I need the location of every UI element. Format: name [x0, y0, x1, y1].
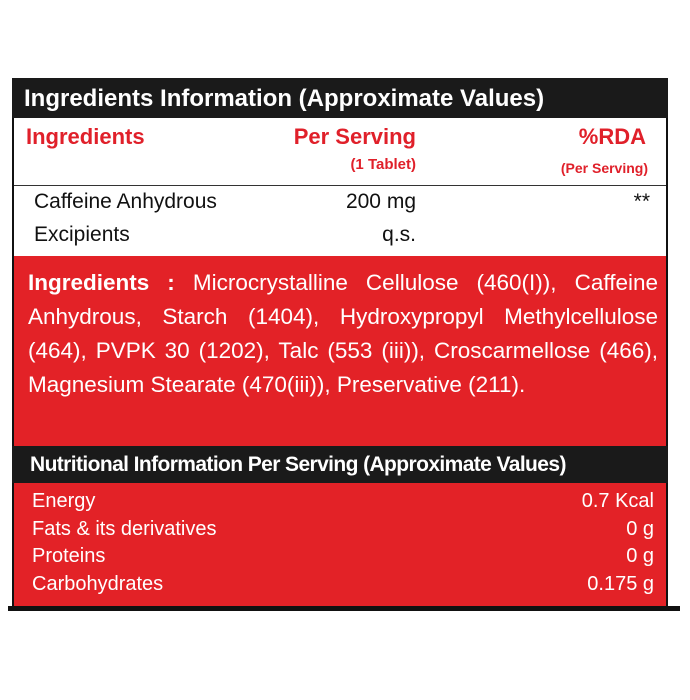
nutrient-value: 0 g — [626, 517, 654, 540]
nutrient-name: Carbohydrates — [32, 572, 164, 595]
ingredient-name: Excipients — [34, 223, 130, 246]
ingredient-amount: q.s. — [382, 223, 416, 246]
column-note: (1 Tablet) — [350, 156, 416, 173]
nutrient-name: Energy — [32, 490, 96, 512]
nutrient-name: Proteins — [32, 545, 106, 567]
ingredient-name: Caffeine Anhydrous — [34, 190, 217, 213]
divider — [14, 185, 666, 186]
ingredients-table — [14, 118, 666, 256]
ingredients-label: Ingredients : — [28, 270, 175, 295]
bottom-rule — [8, 606, 680, 611]
ingredients-panel — [14, 256, 666, 446]
nutrient-value: 0 g — [626, 545, 654, 567]
ingredients-list: Ingredients : Microcrystalline Cellulose… — [28, 266, 658, 402]
nutrient-value: 0.175 g — [587, 572, 654, 595]
ingredients-text: Microcrystalline Cellulose (460(I)), Caf… — [28, 270, 658, 397]
ingredient-rda: ** — [633, 190, 650, 213]
column-note: (Per Serving) — [560, 160, 648, 176]
nutrient-name: Fats & its derivatives — [32, 517, 217, 540]
column-header: Ingredients — [26, 124, 145, 149]
nutrient-value: 0.7 Kcal — [581, 490, 654, 512]
nutrition-title: Nutritional Information Per Serving (App… — [12, 446, 668, 483]
column-header: %RDA — [578, 124, 646, 149]
column-header: Per Serving — [293, 124, 416, 149]
header-title: Ingredients Information (Approximate Val… — [12, 78, 668, 118]
nutrition-panel — [14, 483, 666, 606]
ingredient-amount: 200 mg — [345, 190, 416, 213]
